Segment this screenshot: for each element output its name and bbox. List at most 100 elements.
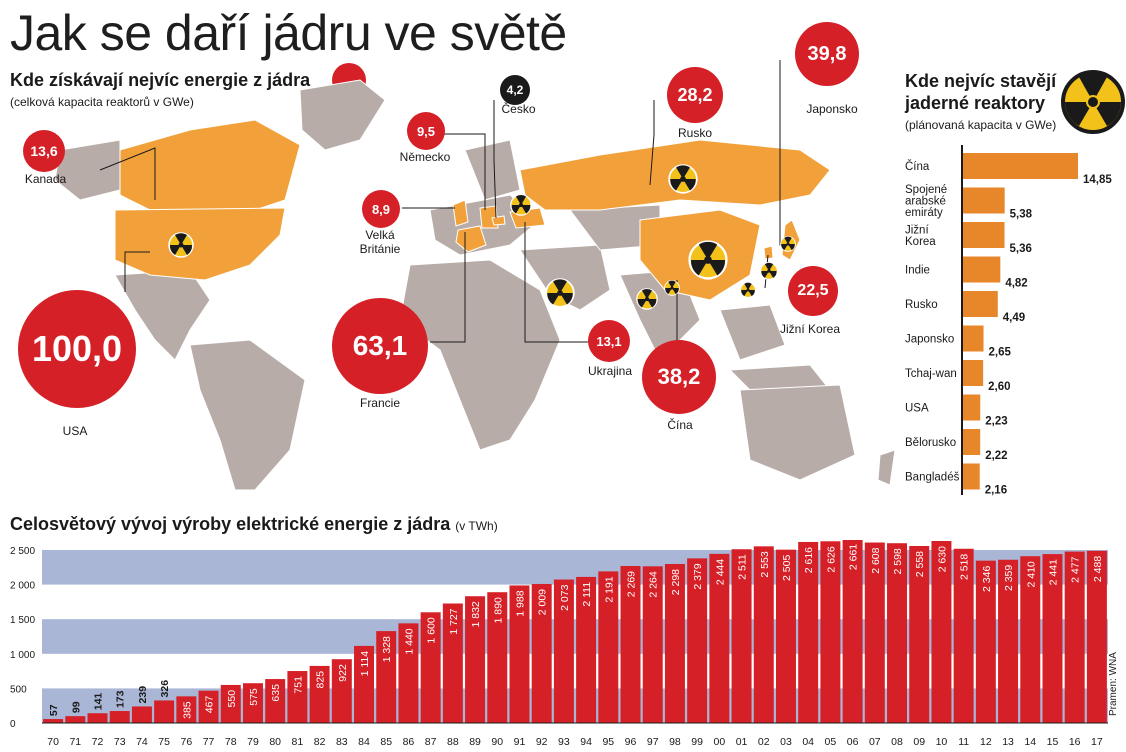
radiation-icon-bangladesh — [664, 280, 680, 296]
hbar-category-label: Bělorusko — [905, 437, 956, 449]
production-value-label: 550 — [226, 690, 238, 708]
hbar-value-label: 4,49 — [1003, 312, 1025, 324]
production-value-label: 2 359 — [1003, 565, 1015, 591]
x-tick-label: 86 — [403, 736, 415, 748]
hbar-value-label: 5,38 — [1010, 209, 1033, 221]
production-bar — [931, 541, 952, 723]
hbar-category-label: Spojené — [905, 184, 947, 196]
hbar-bar — [963, 463, 980, 490]
production-bar — [43, 719, 64, 723]
production-bar — [775, 549, 796, 723]
production-bar — [487, 592, 508, 723]
production-bar — [909, 545, 930, 723]
x-tick-label: 00 — [714, 736, 726, 748]
bubble-usa-value: 100,0 — [31, 328, 123, 369]
x-tick-label: 07 — [869, 736, 881, 748]
x-tick-label: 14 — [1024, 736, 1036, 748]
x-tick-label: 73 — [114, 736, 126, 748]
production-value-label: 2 264 — [648, 571, 660, 597]
production-bar — [420, 612, 441, 723]
x-tick-label: 15 — [1047, 736, 1059, 748]
hbar-category-label: Jižní — [905, 224, 929, 236]
radiation-icon-korea — [760, 262, 778, 280]
hbar-category-label: Korea — [905, 236, 936, 248]
hbar-bar — [963, 394, 981, 421]
x-tick-label: 71 — [69, 736, 81, 748]
x-tick-label: 74 — [136, 736, 148, 748]
label-russia: Rusko — [677, 126, 712, 140]
production-value-label: 1 600 — [426, 617, 438, 643]
bubble-china: 38,2 — [642, 340, 716, 414]
production-bar — [731, 549, 752, 723]
production-title: Celosvětový vývoj výroby elektrické ener… — [10, 514, 498, 535]
hbar-value-label: 14,85 — [1083, 174, 1112, 186]
production-value-label: 1 890 — [492, 597, 504, 623]
chart-band — [42, 619, 1108, 654]
hbar-category-label: arabské — [905, 196, 946, 208]
x-tick-label: 02 — [758, 736, 770, 748]
x-tick-label: 85 — [380, 736, 392, 748]
radiation-icon-belarus — [510, 194, 532, 216]
hbar-category-label: Rusko — [905, 299, 938, 311]
label-south-korea: Jižní Korea — [779, 322, 841, 336]
x-tick-label: 70 — [47, 736, 59, 748]
production-value-label: 2 598 — [892, 548, 904, 574]
production-bar — [354, 645, 375, 723]
hbar-category-label: emiráty — [905, 207, 943, 219]
production-bar — [842, 540, 863, 723]
x-tick-label: 78 — [225, 736, 237, 748]
production-bar — [998, 559, 1019, 723]
x-tick-label: 11 — [958, 736, 969, 748]
x-tick-label: 01 — [736, 736, 748, 748]
label-japan: Japonsko — [806, 102, 858, 116]
x-tick-label: 98 — [669, 736, 681, 748]
production-bar — [553, 579, 574, 723]
x-tick-label: 05 — [825, 736, 837, 748]
hbar-category-label: USA — [905, 403, 929, 415]
x-tick-label: 72 — [92, 736, 104, 748]
production-bar — [664, 563, 685, 723]
production-value-label: 2 298 — [670, 569, 682, 595]
production-bar — [709, 553, 730, 723]
radiation-icon-japan — [780, 236, 796, 252]
map-subtitle: (celková kapacita reaktorů v GWe) — [10, 95, 194, 109]
bubble-south-korea: 22,5 — [788, 266, 838, 316]
hbar-bar — [963, 153, 1078, 179]
production-value-label: 326 — [159, 680, 171, 698]
production-value-label: 2 511 — [737, 554, 749, 580]
x-tick-label: 84 — [358, 736, 370, 748]
production-bar — [65, 716, 86, 723]
chart-band — [42, 688, 1108, 723]
production-unit: (v TWh) — [455, 519, 498, 533]
x-tick-label: 94 — [580, 736, 592, 748]
production-value-label: 2 558 — [914, 551, 926, 577]
hbar-category-label: Indie — [905, 265, 930, 277]
hbar-value-label: 4,82 — [1005, 278, 1027, 290]
production-value-label: 635 — [270, 684, 282, 702]
production-value-label: 2 488 — [1092, 556, 1104, 582]
production-bar — [598, 571, 619, 723]
label-china: Čína — [667, 418, 693, 432]
production-bar — [531, 583, 552, 723]
x-tick-label: 89 — [469, 736, 481, 748]
production-value-label: 239 — [137, 686, 149, 704]
production-value-label: 2 111 — [581, 582, 593, 607]
bubble-china-value: 38,2 — [657, 364, 701, 389]
production-value-label: 2 009 — [537, 589, 549, 615]
production-bar — [820, 541, 841, 723]
production-value-label: 2 518 — [959, 554, 971, 580]
production-bar — [87, 713, 108, 723]
x-tick-label: 03 — [780, 736, 792, 748]
production-value-label: 141 — [93, 693, 105, 711]
hbar-bar — [963, 360, 984, 386]
production-bar — [376, 631, 397, 723]
bubble-ukraine-value: 13,1 — [596, 333, 622, 349]
x-tick-label: 91 — [514, 736, 526, 748]
map-title: Kde získávají nejvíc energie z jádra — [10, 70, 311, 90]
radiation-icon-taiwan — [740, 282, 756, 298]
x-tick-label: 77 — [203, 736, 215, 748]
planned-subtitle: (plánovaná kapacita v GWe) — [905, 118, 1057, 132]
production-bar — [220, 684, 241, 723]
hbar-value-label: 2,22 — [985, 450, 1007, 462]
hbar-value-label: 2,65 — [989, 347, 1012, 359]
